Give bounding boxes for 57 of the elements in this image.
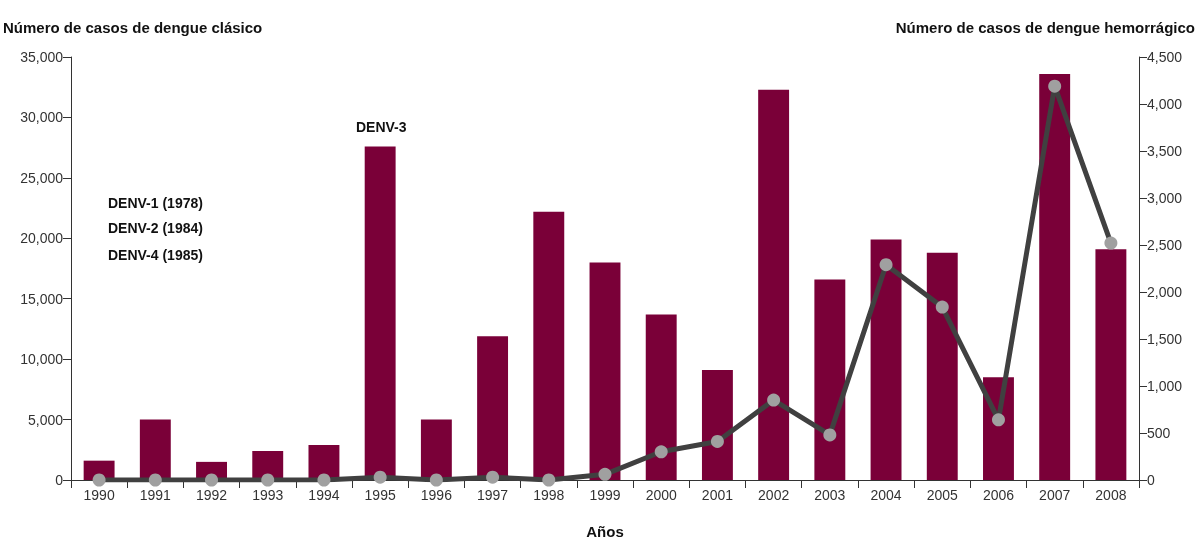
bar xyxy=(308,444,340,480)
x-axis-title: Años xyxy=(586,523,624,540)
x-tick-label: 1990 xyxy=(83,487,115,503)
annotation: DENV-1 (1978) xyxy=(108,195,203,211)
x-tick-label: 2006 xyxy=(982,487,1015,503)
y-tick-label: 25,000 xyxy=(20,169,64,186)
y2-tick-label: 1,000 xyxy=(1147,378,1183,394)
x-tick-label: 1991 xyxy=(139,487,172,503)
y-tick-label: 15,000 xyxy=(20,290,64,307)
y2-tick-label: 0 xyxy=(1147,472,1155,488)
bar xyxy=(758,89,790,480)
bar xyxy=(926,252,958,480)
x-tick-label: 2001 xyxy=(701,487,734,503)
annotation: DENV-3 xyxy=(356,119,407,135)
y2-tick-label: 1,500 xyxy=(1147,331,1183,347)
y-axis-title: Número de casos de dengue clásico xyxy=(3,19,263,36)
bar xyxy=(814,279,846,480)
bar xyxy=(420,419,452,480)
bar xyxy=(701,370,733,480)
x-tick-label: 2005 xyxy=(926,487,959,503)
x-tick-label: 1993 xyxy=(252,487,284,503)
y2-tick-label: 2,000 xyxy=(1147,284,1183,300)
y-tick-label: 10,000 xyxy=(20,351,64,368)
x-tick-label: 1995 xyxy=(364,487,396,503)
y2-tick-label: 3,000 xyxy=(1147,190,1183,206)
y-tick-label: 30,000 xyxy=(20,109,64,126)
bar xyxy=(533,211,565,480)
x-tick-label: 1996 xyxy=(420,487,453,503)
x-tick-label: 2003 xyxy=(814,487,846,503)
annotation: DENV-4 (1985) xyxy=(108,247,203,263)
x-tick-label: 1999 xyxy=(589,487,621,503)
y-tick-label: 5,000 xyxy=(27,411,64,428)
bar xyxy=(870,239,902,480)
bar xyxy=(139,419,171,480)
y2-tick-label: 2,500 xyxy=(1147,237,1183,253)
x-tick-label: 2007 xyxy=(1039,487,1071,503)
bar xyxy=(589,262,621,480)
y-tick-label: 20,000 xyxy=(20,230,64,247)
y-tick-label: 0 xyxy=(55,472,64,488)
y-tick-label: 35,000 xyxy=(20,49,64,65)
y2-tick-label: 4,000 xyxy=(1147,96,1183,112)
x-tick-label: 2008 xyxy=(1095,487,1127,503)
y2-tick-label: 3,500 xyxy=(1147,143,1183,159)
x-tick-label: 1992 xyxy=(195,487,228,503)
bar xyxy=(1095,249,1127,480)
x-tick-label: 1998 xyxy=(533,487,565,503)
bar xyxy=(645,314,677,480)
x-tick-label: 2004 xyxy=(870,487,902,503)
y2-tick-label: 500 xyxy=(1147,425,1171,441)
y2-axis-title: Número de casos de dengue hemorrágico xyxy=(895,19,1195,36)
x-tick-label: 1997 xyxy=(477,487,509,503)
x-tick-label: 1994 xyxy=(308,487,340,503)
bar xyxy=(1039,73,1071,480)
x-tick-label: 2000 xyxy=(645,487,677,503)
annotation: DENV-2 (1984) xyxy=(108,220,203,236)
x-tick-label: 2002 xyxy=(758,487,790,503)
y2-tick-label: 4,500 xyxy=(1147,49,1183,65)
